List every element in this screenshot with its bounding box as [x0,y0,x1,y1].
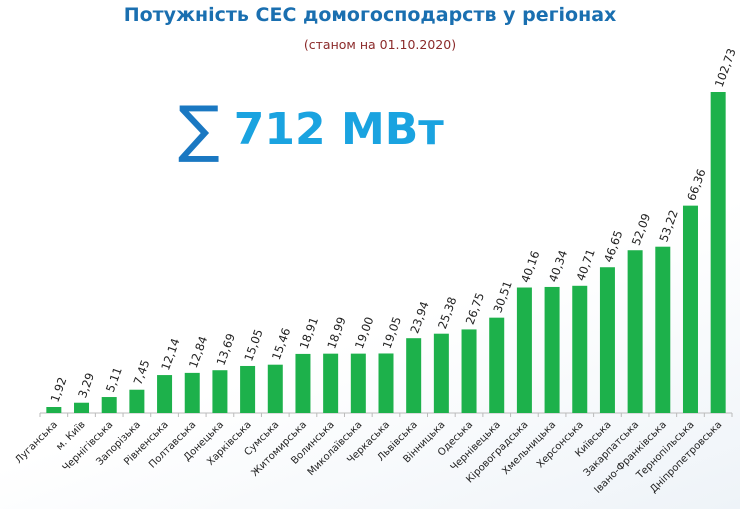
bar [129,389,145,413]
value-label: 5,11 [103,365,125,394]
value-label: 30,51 [490,279,514,315]
value-label: 40,71 [573,247,597,283]
value-label: 26,75 [463,291,487,327]
value-label: 13,69 [214,332,238,368]
bar [710,92,726,413]
category-label: Луганська [13,419,60,466]
bar [295,353,311,413]
bar [157,375,173,413]
bar [184,372,200,413]
bar [599,267,615,413]
bar [682,205,698,413]
value-label: 46,65 [601,229,625,265]
value-label: 7,45 [131,358,153,387]
bar [433,333,449,413]
bar [572,285,588,413]
bar [74,402,90,413]
value-label: 40,34 [546,248,570,284]
value-label: 23,94 [407,299,431,335]
value-label: 15,05 [241,327,265,363]
value-label: 66,36 [684,167,708,203]
bar [240,365,256,413]
sigma-icon: ∑ [178,92,220,165]
total-value: 712 МВт [233,103,444,155]
value-label: 18,99 [324,315,348,351]
bar [101,397,117,413]
bar [461,329,477,413]
bar [627,250,643,413]
bar [378,353,394,413]
value-label: 52,09 [629,212,653,248]
bar [350,353,366,413]
bar [212,370,228,413]
value-label: 12,84 [186,334,210,370]
bar [489,317,505,413]
value-label: 18,91 [297,315,321,351]
total-capacity: ∑ 712 МВт [178,98,444,160]
bar [655,246,671,413]
chart-title: Потужність СЕС домогосподарств у регіона… [123,4,617,26]
bar [406,338,422,413]
bar [323,353,339,413]
value-label: 12,14 [158,336,182,372]
bar [267,364,283,413]
value-label: 25,38 [435,295,459,331]
value-label: 19,05 [380,315,404,351]
chart-subtitle: (станом на 01.10.2020) [303,37,457,52]
value-label: 15,46 [269,326,293,362]
value-label: 102,73 [712,46,739,89]
bar [46,407,62,413]
bar [544,286,560,413]
value-label: 53,22 [656,208,680,244]
value-label: 19,00 [352,315,376,351]
value-label: 40,16 [518,249,542,285]
value-label: 1,92 [48,375,70,404]
bar [516,287,532,413]
value-label: 3,29 [75,371,97,400]
